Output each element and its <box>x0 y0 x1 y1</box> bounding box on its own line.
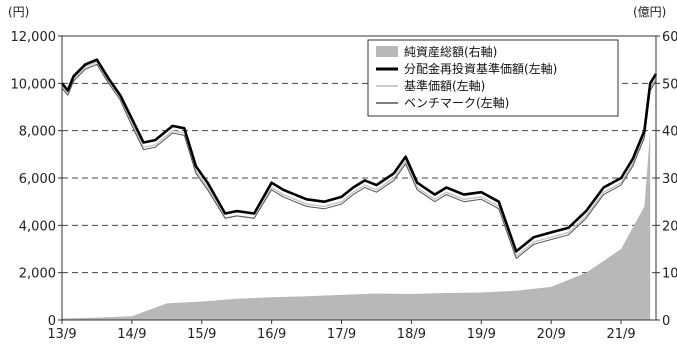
legend-swatch <box>376 46 398 57</box>
legend-label: ベンチマーク(左軸) <box>404 95 509 110</box>
x-tick-label: 21/9 <box>606 327 635 342</box>
x-axis-ticks: 13/9 14/9 15/9 16/9 17/9 18/9 19/9 20/9 21/9 <box>47 320 636 342</box>
left-axis-ticks: 0 2,000 4,000 6,000 8,000 10,000 12,000 <box>11 30 62 329</box>
legend-label: 分配金再投資基準価額(左軸) <box>404 61 557 76</box>
left-tick-label: 0 <box>48 314 56 329</box>
right-axis-unit: (億円) <box>633 5 666 19</box>
legend: 純資産総額(右軸) 分配金再投資基準価額(左軸) 基準価額(左軸) ベンチマーク(左軸… <box>367 39 619 117</box>
right-tick-label: 40 <box>662 125 677 140</box>
right-tick-label: 10 <box>662 267 677 282</box>
series-line-line-bold <box>60 58 658 253</box>
series-line-line-thin <box>61 63 657 259</box>
x-tick-label: 19/9 <box>467 327 496 342</box>
x-tick-label: 17/9 <box>327 327 356 342</box>
left-tick-label: 12,000 <box>11 30 57 45</box>
x-tick-label: 13/9 <box>47 327 76 342</box>
series-line-line-light <box>61 61 657 257</box>
x-tick-label: 20/9 <box>537 327 566 342</box>
left-tick-label: 4,000 <box>19 219 56 234</box>
right-tick-label: 30 <box>662 172 677 187</box>
legend-box <box>367 39 619 117</box>
right-tick-label: 50 <box>662 77 677 92</box>
x-tick-label: 18/9 <box>397 327 426 342</box>
left-tick-label: 2,000 <box>19 267 56 282</box>
x-tick-label: 16/9 <box>257 327 286 342</box>
left-axis-unit: (円) <box>8 5 29 19</box>
series-area-net-assets <box>62 130 651 320</box>
right-axis-ticks: 0 10 20 30 40 50 60 <box>656 30 677 329</box>
left-tick-label: 10,000 <box>11 77 57 92</box>
left-tick-label: 8,000 <box>19 125 56 140</box>
net-assets-area <box>62 130 651 320</box>
right-tick-label: 0 <box>662 314 670 329</box>
x-tick-label: 15/9 <box>187 327 216 342</box>
legend-label: 純資産総額(右軸) <box>404 44 497 59</box>
legend-label: 基準価額(左軸) <box>404 78 485 93</box>
x-tick-label: 14/9 <box>117 327 146 342</box>
right-tick-label: 60 <box>662 30 677 45</box>
right-tick-label: 20 <box>662 219 677 234</box>
line-series <box>60 58 658 259</box>
left-tick-label: 6,000 <box>19 172 56 187</box>
